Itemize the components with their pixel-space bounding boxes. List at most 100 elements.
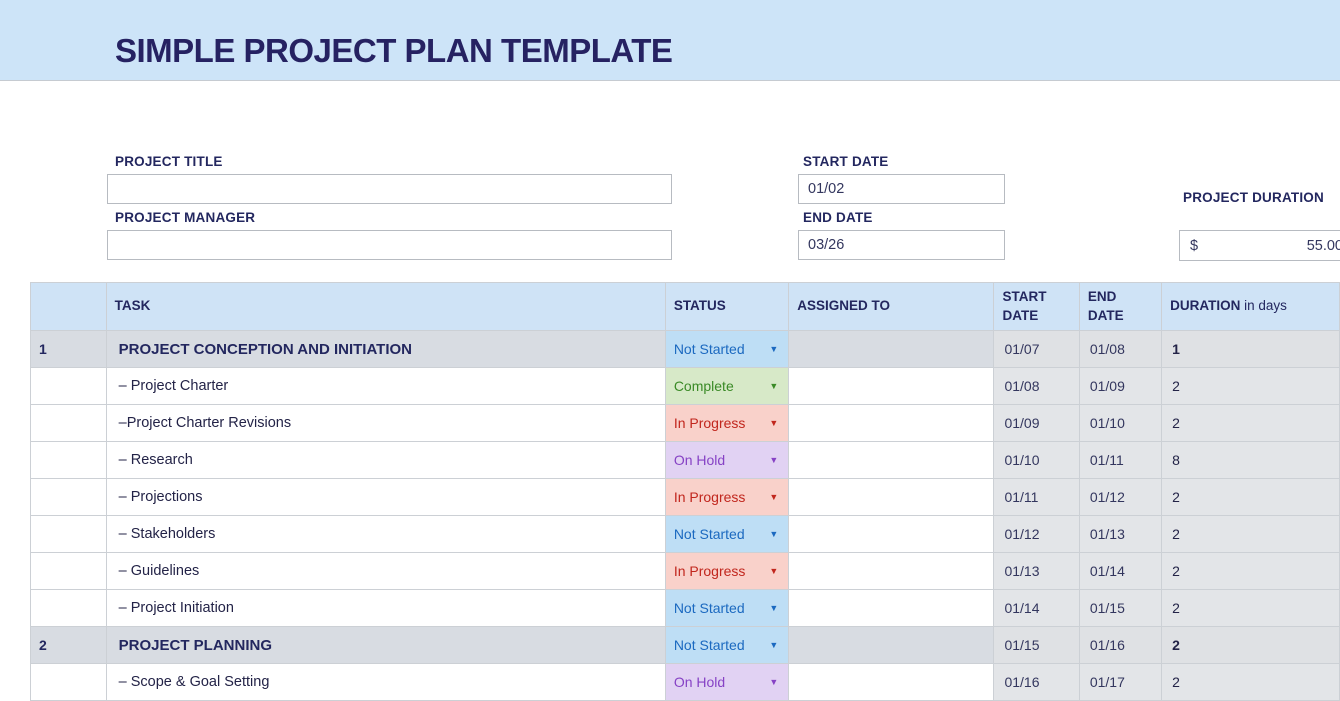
end-date-label: END DATE — [803, 210, 873, 225]
assigned-to-cell[interactable] — [788, 589, 995, 627]
table-row: – Guidelines In Progress ▼ 01/13 01/14 2 — [30, 552, 1340, 590]
status-label: In Progress — [673, 563, 746, 579]
task-cell[interactable]: – Scope & Goal Setting — [105, 663, 666, 701]
start-date-cell[interactable]: 01/10 — [993, 441, 1080, 479]
project-duration-label: PROJECT DURATION — [1183, 190, 1324, 205]
task-cell[interactable]: – Projections — [105, 478, 666, 516]
end-date-input[interactable] — [798, 230, 1005, 260]
assigned-to-cell[interactable] — [788, 404, 995, 442]
start-date-cell[interactable]: 01/07 — [993, 330, 1080, 368]
table-row: 2 PROJECT PLANNING Not Started ▼ 01/15 01/16 2 — [30, 626, 1340, 664]
row-number-cell[interactable] — [30, 367, 107, 405]
task-table: TASK STATUS ASSIGNED TO START DATE END D… — [30, 282, 1340, 701]
end-date-cell[interactable]: 01/10 — [1078, 404, 1163, 442]
start-date-cell[interactable]: 01/13 — [993, 552, 1080, 590]
duration-cell[interactable]: 1 — [1161, 330, 1340, 368]
row-number-cell[interactable] — [30, 478, 107, 516]
status-dropdown-cell[interactable]: In Progress ▼ — [664, 478, 790, 516]
start-date-input[interactable] — [798, 174, 1005, 204]
start-date-cell[interactable]: 01/11 — [993, 478, 1080, 516]
task-cell[interactable]: – Guidelines — [105, 552, 666, 590]
page-title: SIMPLE PROJECT PLAN TEMPLATE — [115, 32, 673, 69]
status-dropdown-cell[interactable]: In Progress ▼ — [664, 552, 790, 590]
row-number-cell[interactable]: 2 — [30, 626, 107, 664]
row-number-cell[interactable] — [30, 515, 107, 553]
duration-cell[interactable]: 2 — [1161, 515, 1340, 553]
end-date-cell[interactable]: 01/12 — [1078, 478, 1163, 516]
end-date-cell[interactable]: 01/13 — [1078, 515, 1163, 553]
task-cell[interactable]: PROJECT CONCEPTION AND INITIATION — [105, 330, 666, 368]
table-row: – Project Charter Complete ▼ 01/08 01/09 2 — [30, 367, 1340, 405]
column-header-task: TASK — [105, 282, 666, 331]
end-date-cell[interactable]: 01/14 — [1078, 552, 1163, 590]
end-date-cell[interactable]: 01/08 — [1078, 330, 1163, 368]
chevron-down-icon: ▼ — [769, 565, 779, 576]
project-title-input[interactable] — [107, 174, 672, 204]
status-dropdown-cell[interactable]: Not Started ▼ — [664, 515, 790, 553]
assigned-to-cell[interactable] — [788, 330, 995, 368]
assigned-to-cell[interactable] — [788, 626, 995, 664]
row-number-cell[interactable]: 1 — [30, 330, 107, 368]
table-row: – Stakeholders Not Started ▼ 01/12 01/13 2 — [30, 515, 1340, 553]
duration-cell[interactable]: 2 — [1161, 663, 1340, 701]
start-date-cell[interactable]: 01/16 — [993, 663, 1080, 701]
assigned-to-cell[interactable] — [788, 441, 995, 479]
status-label: In Progress — [673, 415, 746, 431]
start-date-cell[interactable]: 01/08 — [993, 367, 1080, 405]
duration-cell[interactable]: 2 — [1161, 552, 1340, 590]
end-date-cell[interactable]: 01/16 — [1078, 626, 1163, 664]
end-date-cell[interactable]: 01/15 — [1078, 589, 1163, 627]
task-cell[interactable]: – Project Initiation — [105, 589, 666, 627]
start-date-cell[interactable]: 01/14 — [993, 589, 1080, 627]
table-row: – Projections In Progress ▼ 01/11 01/12 2 — [30, 478, 1340, 516]
status-dropdown-cell[interactable]: On Hold ▼ — [664, 663, 790, 701]
task-cell[interactable]: – Project Charter — [105, 367, 666, 405]
status-label: Not Started — [673, 600, 745, 616]
status-dropdown-cell[interactable]: Not Started ▼ — [664, 626, 790, 664]
duration-cell[interactable]: 2 — [1161, 367, 1340, 405]
chevron-down-icon: ▼ — [769, 343, 779, 354]
chevron-down-icon: ▼ — [769, 676, 779, 687]
status-dropdown-cell[interactable]: In Progress ▼ — [664, 404, 790, 442]
start-date-cell[interactable]: 01/12 — [993, 515, 1080, 553]
end-date-cell[interactable]: 01/09 — [1078, 367, 1163, 405]
assigned-to-cell[interactable] — [788, 478, 995, 516]
task-cell[interactable]: PROJECT PLANNING — [105, 626, 666, 664]
row-number-cell[interactable] — [30, 441, 107, 479]
table-body: 1 PROJECT CONCEPTION AND INITIATION Not St… — [30, 330, 1340, 701]
table-row: –Project Charter Revisions In Progress ▼ 01… — [30, 404, 1340, 442]
project-duration-value: 55.00 — [1306, 237, 1340, 254]
assigned-to-cell[interactable] — [788, 367, 995, 405]
chevron-down-icon: ▼ — [769, 639, 779, 650]
assigned-to-cell[interactable] — [788, 552, 995, 590]
duration-cell[interactable]: 2 — [1161, 404, 1340, 442]
task-cell[interactable]: – Stakeholders — [105, 515, 666, 553]
status-dropdown-cell[interactable]: Not Started ▼ — [664, 330, 790, 368]
table-row: – Project Initiation Not Started ▼ 01/14 01/… — [30, 589, 1340, 627]
row-number-cell[interactable] — [30, 663, 107, 701]
end-date-cell[interactable]: 01/11 — [1078, 441, 1163, 479]
status-dropdown-cell[interactable]: Complete ▼ — [664, 367, 790, 405]
duration-cell[interactable]: 8 — [1161, 441, 1340, 479]
task-cell[interactable]: – Research — [105, 441, 666, 479]
project-duration-cell[interactable]: $ 55.00 — [1179, 230, 1340, 261]
status-label: In Progress — [673, 489, 746, 505]
duration-cell[interactable]: 2 — [1161, 626, 1340, 664]
project-manager-label: PROJECT MANAGER — [115, 210, 256, 225]
status-dropdown-cell[interactable]: On Hold ▼ — [664, 441, 790, 479]
row-number-cell[interactable] — [30, 404, 107, 442]
duration-cell[interactable]: 2 — [1161, 589, 1340, 627]
row-number-cell[interactable] — [30, 552, 107, 590]
assigned-to-cell[interactable] — [788, 515, 995, 553]
end-date-cell[interactable]: 01/17 — [1078, 663, 1163, 701]
duration-cell[interactable]: 2 — [1161, 478, 1340, 516]
status-dropdown-cell[interactable]: Not Started ▼ — [664, 589, 790, 627]
page-header-band: SIMPLE PROJECT PLAN TEMPLATE — [0, 0, 1340, 81]
task-cell[interactable]: –Project Charter Revisions — [105, 404, 666, 442]
project-manager-input[interactable] — [107, 230, 672, 260]
assigned-to-cell[interactable] — [788, 663, 995, 701]
row-number-cell[interactable] — [30, 589, 107, 627]
start-date-cell[interactable]: 01/15 — [993, 626, 1080, 664]
status-label: Not Started — [673, 526, 745, 542]
start-date-cell[interactable]: 01/09 — [993, 404, 1080, 442]
